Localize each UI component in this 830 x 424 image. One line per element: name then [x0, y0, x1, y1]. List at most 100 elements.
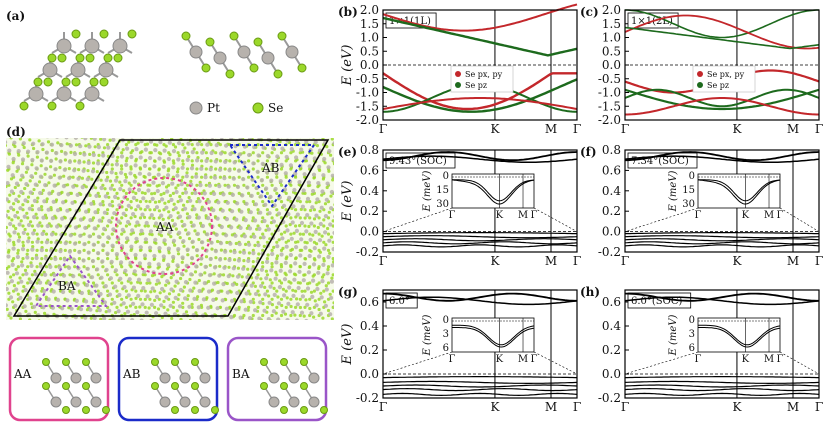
- x-tick-label: Γ: [815, 254, 823, 268]
- band-line: [383, 376, 577, 379]
- pt-atom: [56, 38, 72, 54]
- inset-x-tick: M: [518, 210, 528, 221]
- y-tick-label: 1.5: [360, 17, 379, 31]
- y-tick-label: -1.5: [598, 99, 621, 113]
- x-tick-label: K: [490, 122, 500, 136]
- se-atom: [229, 31, 239, 41]
- y-tick-label: -1.5: [356, 99, 379, 113]
- se-atom: [57, 53, 67, 63]
- y-tick-label: 0.4: [360, 319, 379, 333]
- panel-a: (a) Pt Se: [6, 9, 307, 115]
- y-tick-label: 0.0: [602, 58, 621, 72]
- y-tick-label: 0.6: [360, 295, 379, 309]
- inset-y-tick: 6: [689, 343, 695, 354]
- inset-x-tick: K: [496, 210, 504, 221]
- panel-tag-text: 6.0°(SOC): [631, 296, 683, 307]
- pt-atom: [42, 62, 58, 78]
- y-tick-label: -0.5: [598, 72, 621, 86]
- plot-frame: [624, 149, 820, 253]
- band-line: [624, 238, 820, 242]
- y-tick-label: 0.6: [602, 163, 621, 177]
- y-tick-label: -1.0: [356, 86, 379, 100]
- x-tick-label: Γ: [379, 254, 387, 268]
- y-tick-label: 0.0: [602, 367, 621, 381]
- plot-frame: [382, 9, 578, 121]
- band-line: [625, 376, 819, 379]
- inset-connector: [779, 207, 820, 232]
- y-tick-label: -1.0: [598, 86, 621, 100]
- inset-band: [452, 324, 535, 346]
- x-tick-label: Γ: [379, 122, 387, 136]
- se-atom: [75, 101, 85, 111]
- pt-atom: [84, 86, 100, 102]
- y-axis-label: E (eV): [340, 181, 355, 223]
- se-atom: [225, 69, 235, 79]
- pt-legend-label: Pt: [207, 101, 220, 115]
- y-tick-label: -2.0: [598, 113, 621, 127]
- inset-band: [697, 179, 781, 205]
- y-tick-label: 0.2: [602, 204, 621, 218]
- inset-x-tick: Γ: [777, 354, 784, 365]
- y-tick-label: 0.6: [360, 163, 379, 177]
- band-line: [625, 232, 819, 235]
- y-tick-label: 0.8: [360, 143, 379, 157]
- band-line: [382, 244, 578, 248]
- ab-region-label: AB: [261, 161, 280, 175]
- inset-band: [451, 179, 535, 205]
- y-tick-label: -0.2: [356, 391, 379, 405]
- ba-region-triangle: [34, 254, 108, 307]
- x-tick-label: M: [787, 254, 799, 268]
- panel-tag-text: 7.34°(SOC): [631, 156, 689, 167]
- se-atom: [249, 63, 259, 73]
- inset-y-tick: 6: [443, 343, 449, 354]
- pt-atom: [70, 62, 86, 78]
- x-tick-label: Γ: [573, 400, 581, 414]
- inset-x-tick: M: [764, 354, 774, 365]
- pt-atom: [189, 45, 203, 59]
- panel-b-label: (b): [338, 5, 358, 19]
- band-line: [382, 235, 578, 239]
- inset-x-tick: M: [764, 210, 774, 221]
- panel-tag-text: 9.43°(SOC): [389, 156, 447, 167]
- band-line: [382, 392, 578, 397]
- inset-band: [452, 179, 535, 202]
- se-legend-label: Se: [268, 101, 283, 115]
- x-tick-label: K: [732, 122, 742, 136]
- band-structure-plots: (b) 2.01.51.00.50.0-0.5-1.0-1.5-2.0Γ K M ΓE …: [338, 3, 823, 414]
- x-tick-label: Γ: [815, 400, 823, 414]
- inset-y-tick: 3: [443, 329, 449, 340]
- band-line: [624, 14, 820, 50]
- band-line: [382, 387, 578, 392]
- panel-f-label: (f): [580, 145, 597, 159]
- band-line: [382, 296, 578, 306]
- se-atom: [47, 101, 57, 111]
- y-tick-label: 2.0: [360, 3, 379, 17]
- legend-box: [692, 65, 756, 93]
- se-atom: [113, 53, 123, 63]
- y-tick-label: 0.4: [360, 184, 379, 198]
- legend-marker: [455, 82, 461, 88]
- band-line: [624, 392, 820, 397]
- band-line: [624, 88, 820, 108]
- inset-frame: [697, 173, 781, 209]
- inset-connector: [779, 351, 820, 375]
- inset-frame: [451, 173, 535, 209]
- y-axis-label: E (eV): [340, 45, 355, 87]
- y-tick-label: 0.4: [602, 319, 621, 333]
- legend-marker: [697, 82, 703, 88]
- inset-x-tick: K: [496, 354, 504, 365]
- se-atom: [297, 63, 307, 73]
- x-tick-label: Γ: [573, 122, 581, 136]
- stacking-box-label: AB: [122, 367, 141, 381]
- plot-frame: [624, 9, 820, 121]
- inset-band: [698, 327, 781, 348]
- y-tick-label: 0.4: [602, 184, 621, 198]
- inset-band: [698, 324, 781, 346]
- y-tick-label: 2.0: [602, 3, 621, 17]
- plot-frame: [382, 149, 578, 253]
- band-line: [382, 3, 578, 32]
- band-line: [382, 97, 578, 110]
- pt-atom: [285, 45, 299, 59]
- inset-y-tick: 0: [443, 315, 449, 326]
